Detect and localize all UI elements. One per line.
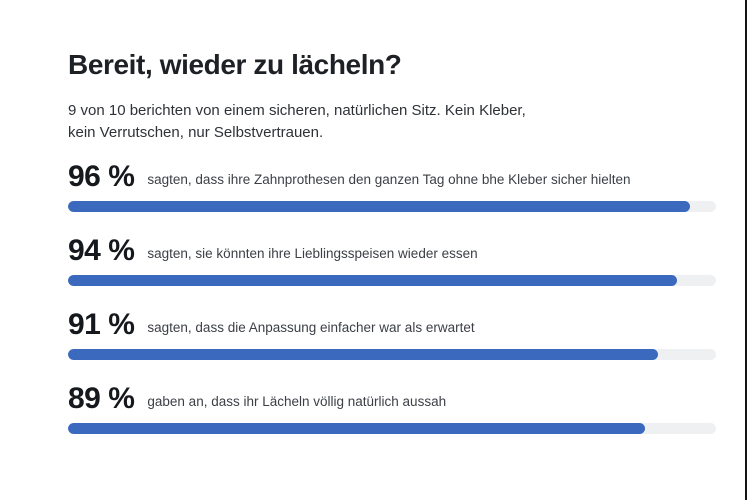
stat-row-4: 89 % gaben an, dass ihr Lächeln völlig n… <box>68 377 716 434</box>
stat-header: 91 % sagten, dass die Anpassung einfache… <box>68 303 716 347</box>
stat-description: sagten, sie könnten ihre Lieblingsspeise… <box>147 245 478 261</box>
stat-percent-value: 96 % <box>68 160 135 193</box>
stat-header: 94 % sagten, sie könnten ihre Lieblingss… <box>68 229 716 273</box>
subtitle-line-1: 9 von 10 berichten von einem sicheren, n… <box>68 102 526 119</box>
subtitle-line-2: kein Verrutschen, nur Selbstvertrauen. <box>68 124 324 141</box>
stat-percent-value: 89 % <box>68 382 135 415</box>
stat-percent-value: 94 % <box>68 234 135 267</box>
stat-percent-value: 91 % <box>68 308 135 341</box>
page-subtitle: 9 von 10 berichten von einem sicheren, n… <box>68 100 716 144</box>
progress-bar-fill <box>68 349 658 360</box>
stat-row-2: 94 % sagten, sie könnten ihre Lieblingss… <box>68 229 716 286</box>
progress-bar-track <box>68 423 716 434</box>
progress-bar-fill <box>68 201 691 212</box>
stat-rows: 96 % sagten, dass ihre Zahnprothesen den… <box>68 155 716 434</box>
stat-row-3: 91 % sagten, dass die Anpassung einfache… <box>68 303 716 360</box>
stat-row-1: 96 % sagten, dass ihre Zahnprothesen den… <box>68 155 716 212</box>
progress-bar-fill <box>68 423 645 434</box>
progress-bar-track <box>68 349 716 360</box>
stat-description: gaben an, dass ihr Lächeln völlig natürl… <box>147 393 447 409</box>
progress-bar-track <box>68 275 716 286</box>
stat-description: sagten, dass die Anpassung einfacher war… <box>147 319 475 335</box>
progress-bar-track <box>68 201 716 212</box>
stat-header: 89 % gaben an, dass ihr Lächeln völlig n… <box>68 377 716 421</box>
page-title: Bereit, wieder zu lächeln? <box>68 49 402 80</box>
progress-bar-fill <box>68 275 678 286</box>
stat-header: 96 % sagten, dass ihre Zahnprothesen den… <box>68 155 716 199</box>
screen-right-border-line <box>745 0 747 500</box>
stat-description: sagten, dass ihre Zahnprothesen den ganz… <box>147 171 631 187</box>
content-column: Bereit, wieder zu lächeln? 9 von 10 beri… <box>68 48 716 451</box>
